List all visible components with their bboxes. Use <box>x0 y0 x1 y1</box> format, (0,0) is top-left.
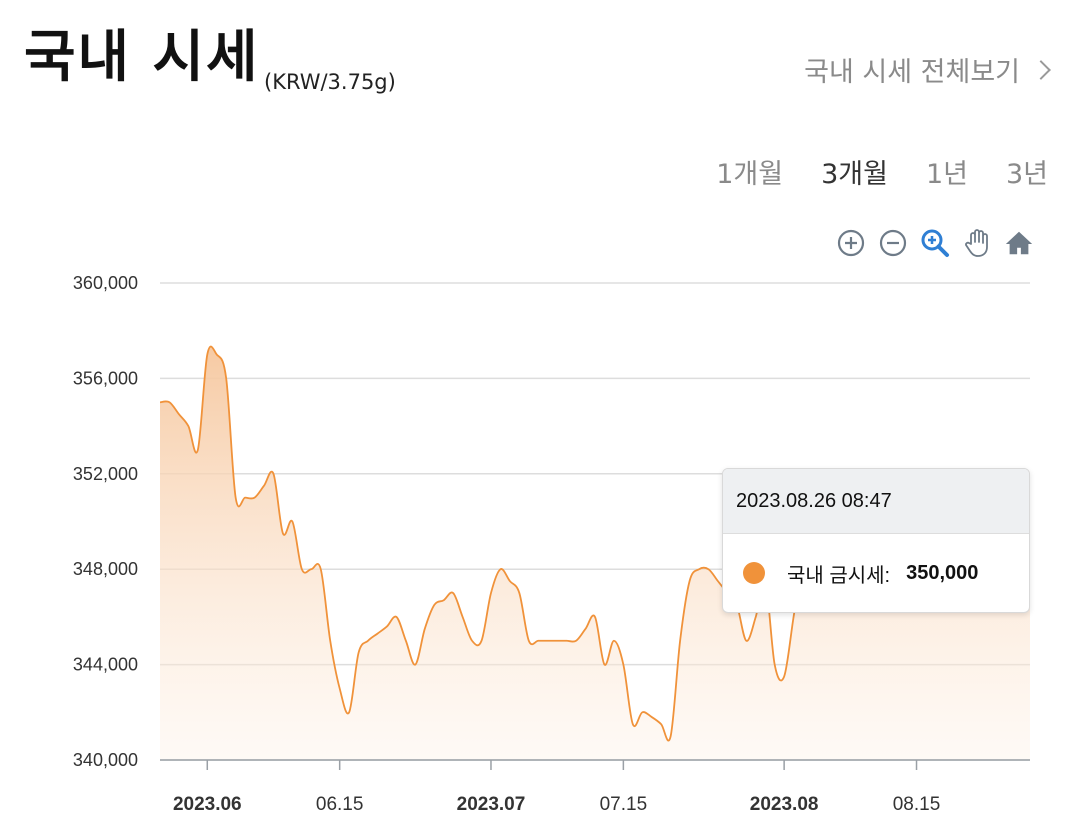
unit-label: (KRW/3.75g) <box>264 70 396 94</box>
period-tabs: 1개월 3개월 1년 3년 <box>716 152 1048 191</box>
view-all-label: 국내 시세 전체보기 <box>804 57 1020 88</box>
tab-3-months[interactable]: 3개월 <box>821 159 888 190</box>
zoom-in-icon[interactable] <box>836 228 866 258</box>
zoom-out-icon[interactable] <box>878 228 908 258</box>
y-tick-label: 340,000 <box>73 750 138 770</box>
tab-1-month[interactable]: 1개월 <box>716 159 784 190</box>
tab-3-years[interactable]: 3년 <box>1005 159 1048 190</box>
y-tick-label: 360,000 <box>73 273 138 293</box>
x-tick-label: 2023.08 <box>750 794 819 815</box>
chart-tooltip: 2023.08.26 08:47 국내 금시세: 350,000 <box>722 468 1030 613</box>
x-tick-label: 07.15 <box>600 794 648 815</box>
y-tick-label: 352,000 <box>73 464 138 484</box>
tooltip-value: 350,000 <box>906 561 979 584</box>
page-title: 국내 시세 <box>24 25 260 90</box>
x-tick-label: 06.15 <box>316 794 364 815</box>
tooltip-date: 2023.08.26 08:47 <box>723 469 1029 534</box>
view-all-link[interactable]: 국내 시세 전체보기 <box>804 50 1051 89</box>
tab-1-year[interactable]: 1년 <box>925 159 968 190</box>
series-color-dot <box>743 562 765 584</box>
x-tick-label: 08.15 <box>893 794 941 815</box>
y-tick-label: 344,000 <box>73 655 138 675</box>
chart-toolbar <box>836 228 1034 258</box>
pan-hand-icon[interactable] <box>962 228 992 258</box>
home-icon[interactable] <box>1004 228 1034 258</box>
series-area <box>160 346 1030 760</box>
x-tick-label: 2023.07 <box>457 794 526 815</box>
magnify-icon[interactable] <box>920 228 950 258</box>
x-tick-label: 2023.06 <box>173 794 242 815</box>
tooltip-series-label: 국내 금시세: <box>787 564 891 587</box>
y-tick-label: 348,000 <box>73 559 138 579</box>
y-tick-label: 356,000 <box>73 368 138 388</box>
tooltip-row: 국내 금시세: 350,000 <box>723 534 1029 612</box>
